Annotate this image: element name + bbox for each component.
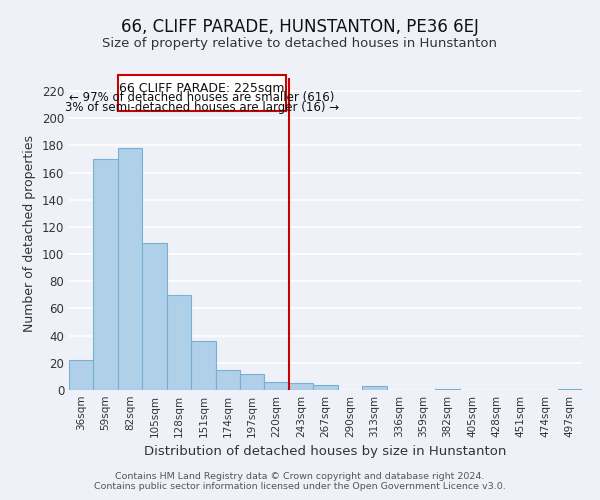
Bar	[289, 383, 313, 390]
Bar	[69, 360, 94, 390]
Bar	[94, 159, 118, 390]
Text: Contains public sector information licensed under the Open Government Licence v3: Contains public sector information licen…	[94, 482, 506, 491]
Bar	[191, 341, 215, 390]
Bar	[142, 244, 167, 390]
Text: 66, CLIFF PARADE, HUNSTANTON, PE36 6EJ: 66, CLIFF PARADE, HUNSTANTON, PE36 6EJ	[121, 18, 479, 36]
Text: Contains HM Land Registry data © Crown copyright and database right 2024.: Contains HM Land Registry data © Crown c…	[115, 472, 485, 481]
Text: 3% of semi-detached houses are larger (16) →: 3% of semi-detached houses are larger (1…	[65, 100, 339, 114]
Text: 66 CLIFF PARADE: 225sqm: 66 CLIFF PARADE: 225sqm	[119, 82, 285, 94]
Bar	[118, 148, 142, 390]
X-axis label: Distribution of detached houses by size in Hunstanton: Distribution of detached houses by size …	[145, 446, 506, 458]
Bar	[362, 386, 386, 390]
Bar	[557, 388, 582, 390]
Bar	[215, 370, 240, 390]
Text: Size of property relative to detached houses in Hunstanton: Size of property relative to detached ho…	[103, 38, 497, 51]
Bar	[436, 388, 460, 390]
Text: ← 97% of detached houses are smaller (616): ← 97% of detached houses are smaller (61…	[70, 91, 335, 104]
Bar	[313, 384, 338, 390]
Bar	[167, 295, 191, 390]
Y-axis label: Number of detached properties: Number of detached properties	[23, 135, 36, 332]
Bar	[240, 374, 265, 390]
Bar	[265, 382, 289, 390]
FancyBboxPatch shape	[118, 75, 286, 112]
